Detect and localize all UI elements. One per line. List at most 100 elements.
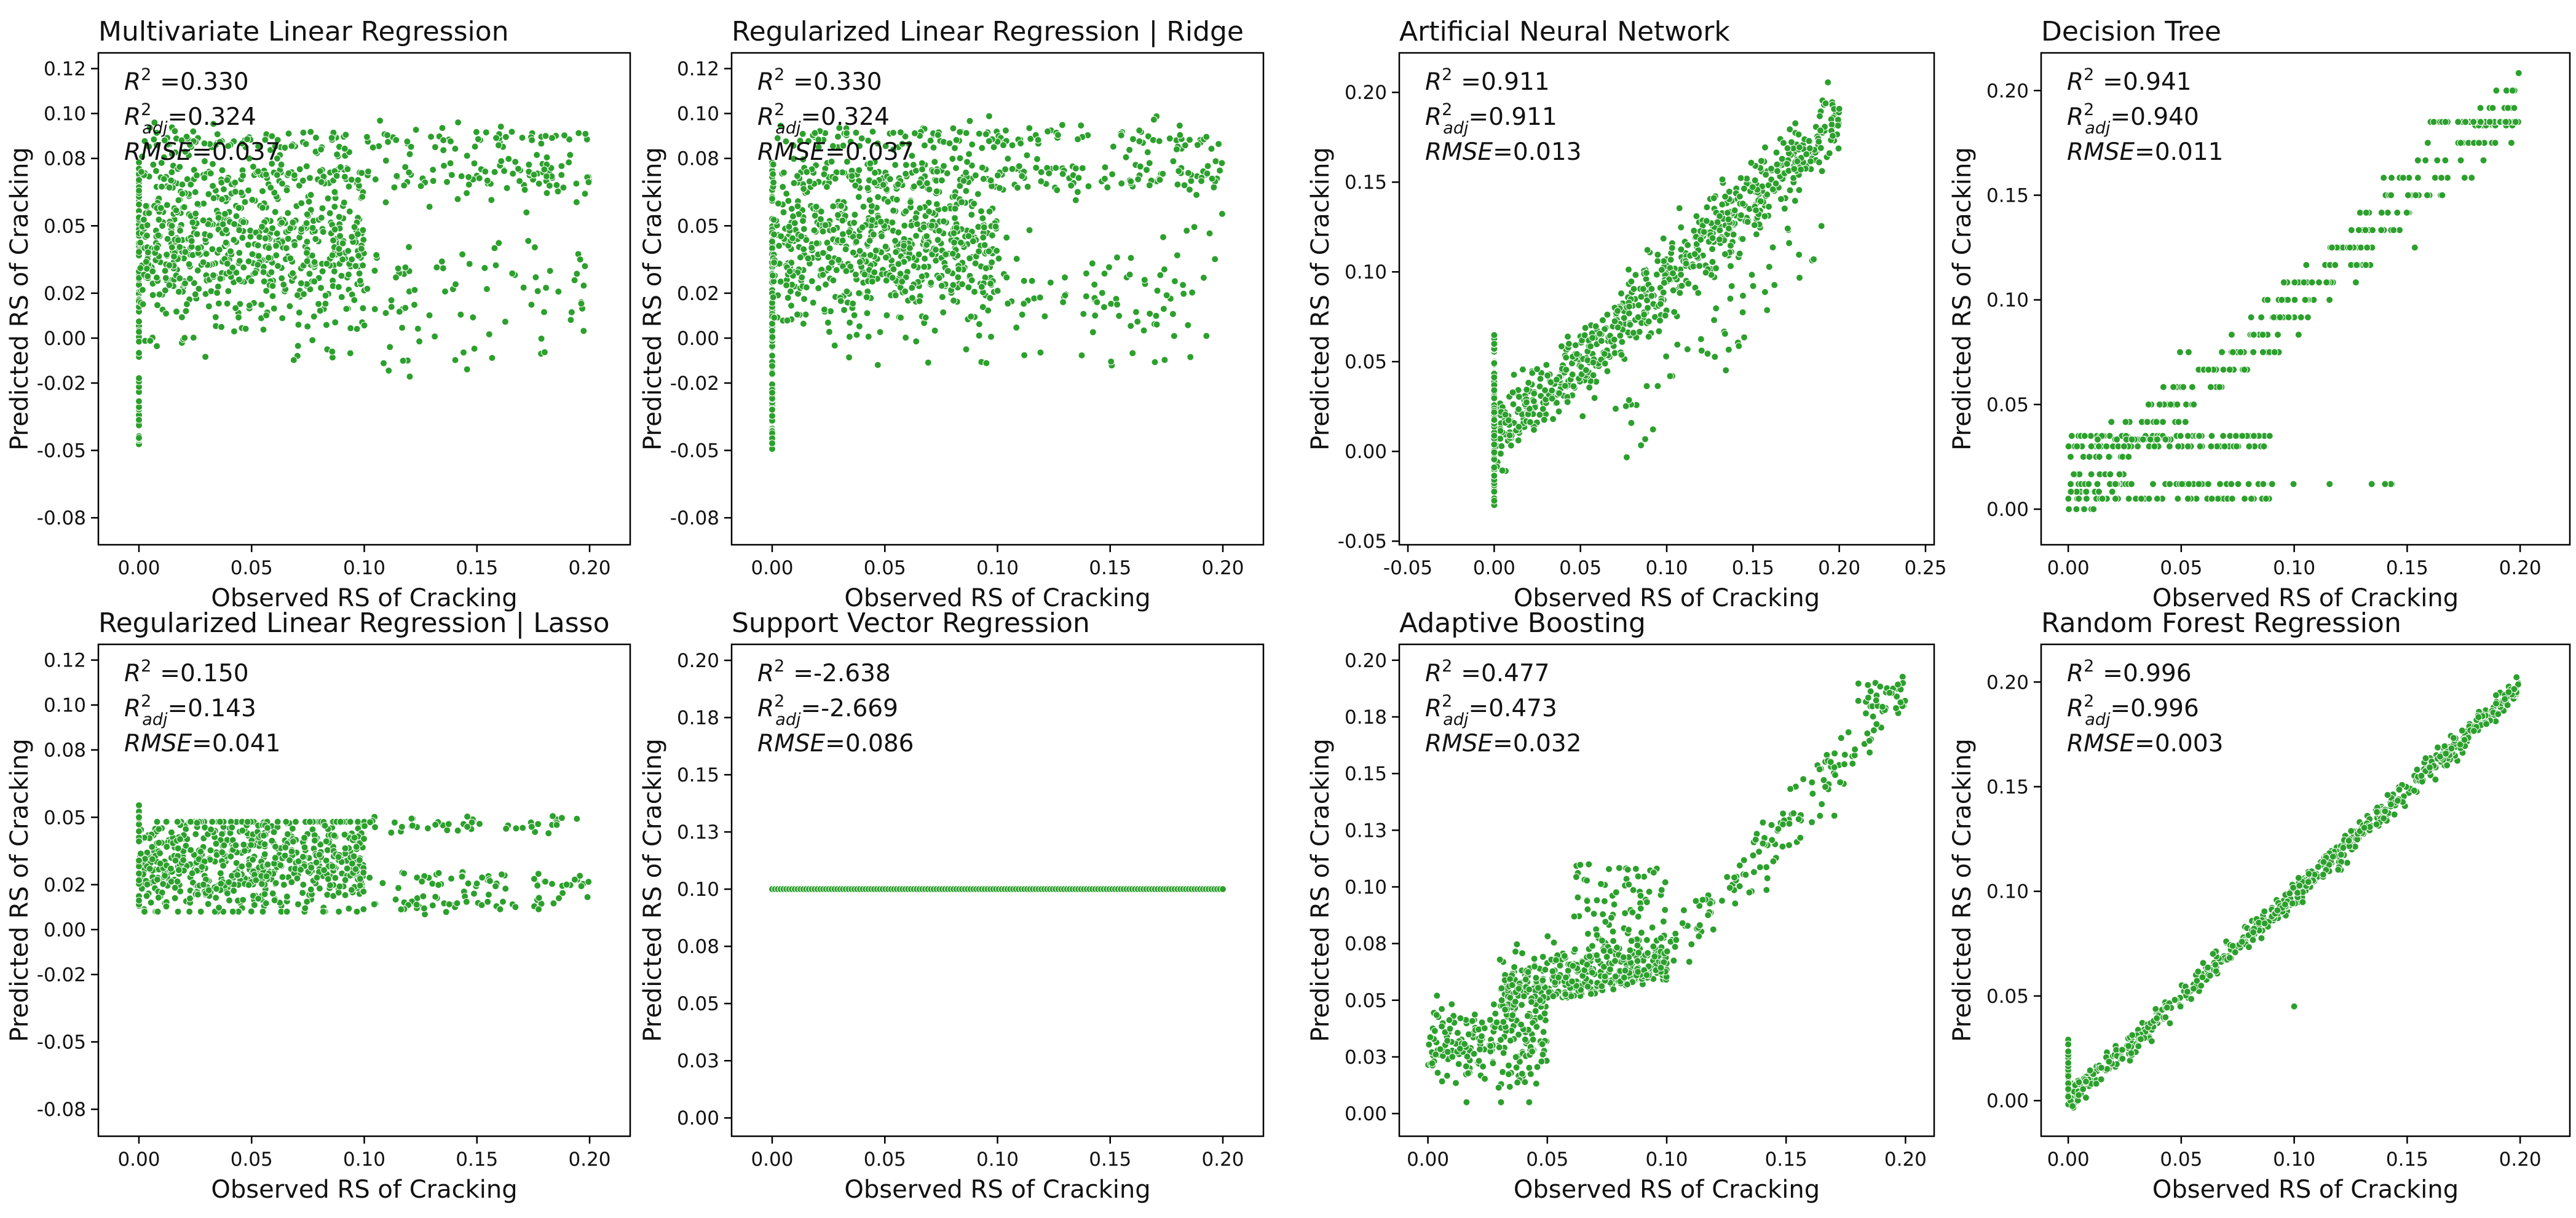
data-point — [1654, 257, 1662, 265]
data-point — [2326, 296, 2334, 304]
data-point — [229, 264, 237, 272]
data-point — [768, 412, 776, 420]
data-point — [883, 311, 891, 319]
data-point — [272, 879, 280, 887]
data-point — [933, 188, 941, 196]
data-point — [307, 864, 315, 871]
data-point — [207, 826, 215, 834]
data-point — [1150, 116, 1158, 124]
data-point — [146, 337, 154, 345]
data-point — [224, 142, 232, 150]
data-point — [258, 301, 266, 309]
data-point — [1215, 140, 1223, 148]
data-point — [2146, 435, 2154, 443]
data-point — [535, 180, 543, 188]
data-point — [1061, 291, 1069, 299]
data-point — [1694, 289, 1702, 297]
data-point — [215, 246, 223, 254]
data-point — [1156, 176, 1164, 184]
data-point — [2411, 243, 2419, 251]
data-point — [2090, 505, 2098, 513]
data-point — [768, 237, 776, 245]
data-point — [1601, 360, 1609, 368]
data-point — [142, 258, 150, 266]
data-point — [1438, 1005, 1446, 1013]
data-point — [360, 869, 368, 877]
data-point — [770, 259, 778, 266]
data-point — [482, 129, 490, 136]
data-point — [1187, 177, 1195, 185]
data-point — [284, 209, 292, 217]
data-point — [831, 342, 839, 349]
y-tick-label: -0.02 — [37, 964, 86, 986]
data-point — [1126, 271, 1134, 279]
data-point — [561, 132, 568, 140]
data-point — [235, 275, 243, 283]
data-point — [2176, 348, 2184, 356]
data-point — [1523, 398, 1530, 406]
data-point — [1726, 295, 1734, 303]
data-point — [408, 815, 416, 823]
data-point — [2304, 314, 2312, 322]
data-point — [2396, 226, 2404, 234]
data-point — [1525, 379, 1533, 387]
data-point — [152, 274, 160, 282]
data-point — [896, 270, 904, 278]
data-point — [1568, 371, 1576, 379]
data-point — [993, 247, 1001, 255]
data-point — [1185, 186, 1193, 194]
data-point — [1490, 416, 1498, 424]
data-point — [302, 140, 310, 148]
data-point — [1573, 350, 1581, 358]
data-point — [992, 223, 1000, 231]
data-point — [210, 120, 218, 128]
data-point — [354, 176, 362, 184]
data-point — [2125, 495, 2133, 503]
data-point — [236, 300, 244, 308]
adj-r2-stat: R2 adj=0.324 — [124, 100, 256, 138]
data-point — [1132, 308, 1140, 316]
data-point — [1515, 405, 1522, 413]
data-point — [1146, 310, 1154, 318]
data-point — [141, 137, 149, 145]
data-point — [567, 308, 575, 316]
data-point — [1113, 253, 1121, 261]
x-tick-label: 0.15 — [1089, 557, 1131, 579]
data-point — [1490, 373, 1498, 381]
y-tick-label: 0.10 — [1345, 261, 1387, 283]
data-point — [312, 235, 320, 243]
data-point — [1144, 148, 1152, 156]
data-point — [1763, 306, 1771, 314]
data-point — [135, 187, 143, 195]
data-point — [1785, 239, 1793, 247]
data-point — [1140, 276, 1148, 284]
data-point — [1656, 300, 1664, 308]
chart-panel-5: Regularized Linear Regression | Lasso0.0… — [6, 607, 631, 1204]
data-point — [1109, 143, 1117, 151]
data-point — [839, 216, 847, 224]
data-point — [1825, 149, 1833, 157]
data-point — [985, 247, 993, 255]
data-point — [952, 164, 960, 172]
x-tick-label: 0.00 — [751, 557, 793, 579]
data-point — [1654, 251, 1662, 259]
data-point — [1739, 235, 1747, 243]
data-point — [1203, 133, 1211, 141]
data-point — [290, 172, 298, 179]
data-point — [258, 223, 266, 231]
data-point — [927, 279, 935, 287]
data-point — [533, 151, 541, 159]
data-point — [2357, 243, 2365, 251]
data-point — [1072, 164, 1080, 172]
data-point — [154, 301, 161, 309]
data-point — [247, 841, 255, 849]
data-point — [939, 218, 947, 225]
data-point — [171, 884, 179, 892]
data-point — [1725, 215, 1732, 223]
data-point — [925, 186, 933, 194]
data-point — [154, 231, 162, 239]
data-point — [1677, 223, 1685, 231]
data-point — [866, 251, 874, 259]
data-point — [585, 878, 593, 886]
data-point — [850, 219, 858, 227]
